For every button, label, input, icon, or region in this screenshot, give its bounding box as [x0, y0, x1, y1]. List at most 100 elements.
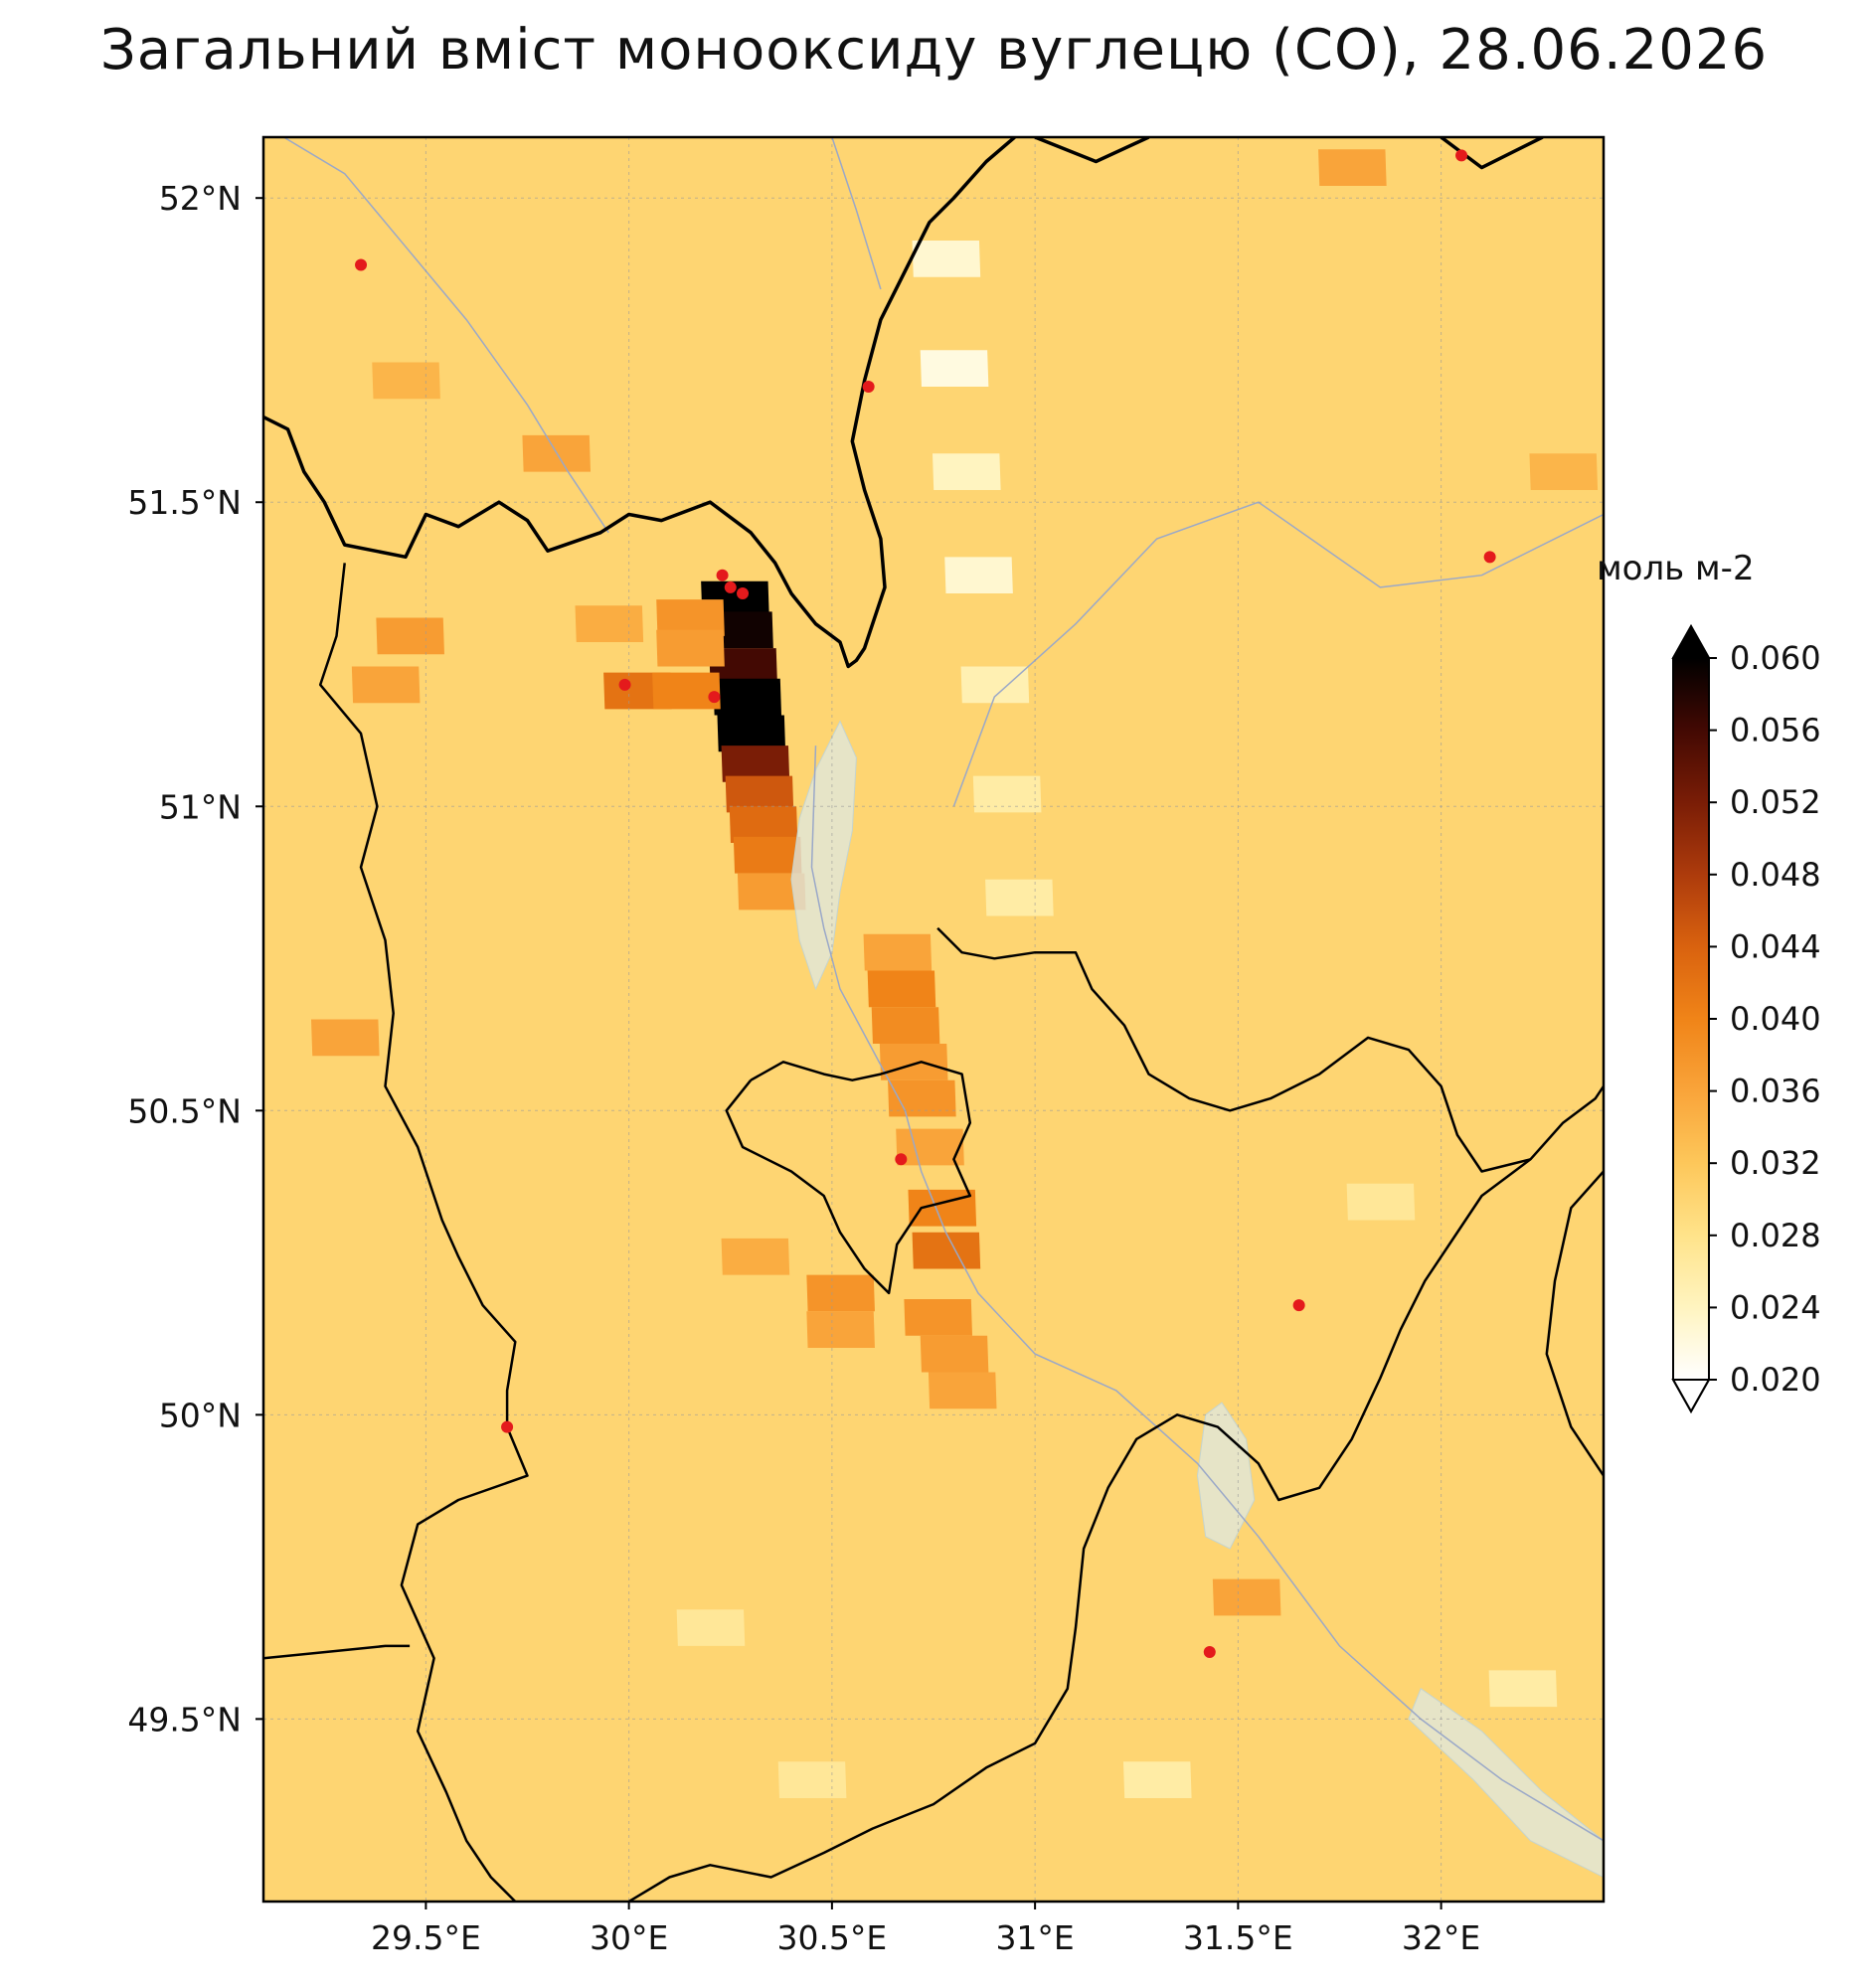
co-low-cell [912, 241, 981, 277]
co-low-cell [944, 557, 1013, 594]
colorbar-tick-label: 0.020 [1730, 1361, 1821, 1399]
fire-point-marker [618, 678, 631, 691]
co-low-cell [676, 1609, 746, 1646]
lat-tick-label: 51°N [159, 787, 242, 826]
fire-point-marker [501, 1420, 514, 1433]
country-border [1034, 137, 1150, 164]
chart-title: Загальний вміст монооксиду вуглецю (CO),… [99, 18, 1769, 83]
fire-point-marker [1203, 1646, 1216, 1659]
co-low-cell [777, 1761, 847, 1798]
colorbar-tick-label: 0.056 [1730, 712, 1821, 749]
co-plume-cell [729, 806, 798, 843]
co-plume-cell [713, 678, 782, 716]
fire-point-marker [1455, 149, 1468, 162]
lon-tick-label: 29.5°E [371, 1918, 481, 1957]
oblast-border [263, 1644, 411, 1660]
water-body [1196, 1402, 1256, 1550]
co-plume-cell [656, 599, 725, 636]
water-body [790, 720, 857, 991]
co-low-cells [676, 241, 1558, 1798]
lon-tick-label: 31.5°E [1183, 1918, 1293, 1957]
colorbar-min-extend [1671, 1379, 1711, 1414]
fire-point-marker [355, 258, 368, 271]
fire-point-marker [724, 580, 737, 593]
co-plume-cell [806, 1311, 875, 1349]
co-low-cell [1488, 1670, 1558, 1708]
co-plume-cell [721, 1238, 790, 1275]
co-plume-cell [310, 1019, 380, 1057]
lat-tick-label: 50°N [159, 1396, 242, 1434]
river-line [283, 137, 609, 534]
colorbar-tick-label: 0.060 [1730, 639, 1821, 677]
oblast-border [725, 1061, 972, 1295]
map-frame [261, 135, 1606, 1904]
fire-point-marker [862, 380, 875, 393]
lon-axis: 29.5°E 30°E 30.5°E 31°E 31.5°E 32°E [371, 1902, 1480, 1957]
colorbar-tick-label: 0.032 [1730, 1144, 1821, 1182]
lat-axis: 52°N 51.5°N 51°N 50.5°N 50°N 49.5°N [127, 179, 263, 1739]
colorbar-ticks: 0.060 0.056 0.052 0.048 0.044 0.040 0.036 0.032… [1709, 639, 1821, 1399]
co-low-cell [1346, 1183, 1416, 1221]
map-area [263, 137, 1604, 1902]
co-low-cell [920, 350, 989, 387]
co-plume-cell [733, 836, 802, 874]
fire-point-marker [708, 691, 721, 704]
lon-tick-label: 32°E [1402, 1918, 1480, 1957]
co-plume-cell [867, 970, 936, 1008]
co-plume-cell [1212, 1578, 1281, 1616]
co-plume-cell [652, 672, 721, 710]
co-plume-cell [709, 648, 777, 685]
co-plume-cell [888, 1079, 956, 1117]
river-line [952, 501, 1604, 807]
co-plume-cell [376, 617, 444, 655]
co-plume-cell [1318, 149, 1387, 186]
fire-point-marker [737, 587, 750, 600]
oblast-border [936, 926, 1531, 1173]
oblast-border [318, 563, 529, 1902]
fire-point-marker [1292, 1299, 1305, 1312]
colorbar-tick-label: 0.024 [1730, 1288, 1821, 1326]
co-plume-cell [721, 746, 790, 782]
colorbar-max-extend [1671, 623, 1711, 659]
colorbar-tick-label: 0.052 [1730, 783, 1821, 821]
rivers [283, 137, 1604, 1842]
oblast-border [1545, 1170, 1604, 1477]
river-line [810, 746, 1604, 1842]
co-plume-cell [871, 1007, 940, 1044]
co-plume-cell [725, 775, 794, 813]
gridlines [263, 137, 1604, 1902]
co-plume-cell [372, 362, 440, 400]
fire-points [355, 149, 1496, 1659]
co-low-cell [972, 775, 1042, 813]
co-plume-cell [879, 1043, 948, 1080]
co-plume-cell [904, 1299, 973, 1336]
fire-point-marker [1483, 551, 1496, 564]
lon-tick-label: 30°E [590, 1918, 668, 1957]
co-plume-cell [575, 605, 644, 643]
co-plume-cell [656, 629, 725, 667]
colorbar-gradient [1673, 658, 1709, 1380]
colorbar-tick-label: 0.048 [1730, 856, 1821, 894]
lon-tick-label: 30.5°E [776, 1918, 887, 1957]
co-plume-cell [351, 666, 421, 704]
lat-tick-label: 50.5°N [127, 1091, 242, 1130]
colorbar-tick-label: 0.036 [1730, 1073, 1821, 1110]
oblast-border [627, 1085, 1604, 1902]
fire-point-marker [895, 1153, 908, 1166]
co-plume-cell [863, 933, 933, 971]
co-plume-cell [1529, 453, 1599, 490]
river-line [831, 137, 882, 290]
co-low-cell [1122, 1761, 1192, 1798]
co-plume-cell [928, 1372, 997, 1409]
lat-tick-label: 52°N [159, 179, 242, 218]
co-low-cell [960, 666, 1030, 704]
colorbar-tick-label: 0.040 [1730, 1000, 1821, 1038]
co-plume-cell [717, 715, 786, 752]
colorbar-tick-label: 0.028 [1730, 1217, 1821, 1254]
lat-tick-label: 51.5°N [127, 483, 242, 522]
co-low-cell [985, 879, 1054, 916]
admin-borders [263, 137, 1604, 1902]
lat-tick-label: 49.5°N [127, 1700, 242, 1739]
co-low-cell [932, 453, 1001, 490]
